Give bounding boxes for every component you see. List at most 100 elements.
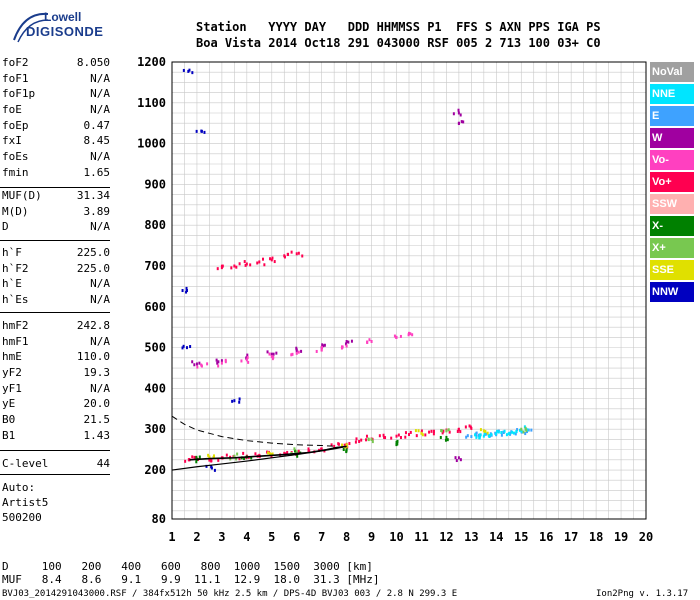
data-point (526, 428, 529, 432)
data-point (221, 264, 224, 268)
data-point (358, 439, 361, 443)
x-tick-label: 7 (318, 530, 325, 544)
data-point (323, 343, 326, 347)
data-point (342, 448, 345, 452)
data-point (245, 262, 248, 266)
data-point (203, 130, 206, 134)
data-point (484, 429, 487, 433)
data-point (411, 333, 414, 337)
data-point (420, 431, 423, 435)
data-point (459, 113, 462, 117)
data-point (337, 442, 340, 446)
data-point (452, 112, 455, 116)
data-point (502, 430, 505, 434)
x-tick-label: 6 (293, 530, 300, 544)
data-point (468, 424, 471, 428)
param-row: C-level 44 (2, 456, 110, 472)
data-point (524, 432, 527, 436)
y-tick-label: 900 (144, 177, 166, 191)
data-point (195, 362, 198, 366)
data-point (466, 434, 469, 438)
data-point (488, 434, 491, 438)
data-point (315, 349, 318, 353)
data-point (454, 456, 457, 460)
param-value: 110.0 (76, 350, 110, 364)
y-tick-label: 700 (144, 259, 166, 273)
data-point (365, 434, 368, 438)
param-row: hmF1 N/A (2, 334, 110, 350)
data-point (442, 429, 445, 433)
legend-item: Vo- (650, 150, 694, 170)
data-point (187, 458, 190, 462)
data-point (399, 334, 402, 338)
data-point (457, 111, 460, 115)
param-label: hmE (2, 350, 22, 364)
legend-item: X+ (650, 238, 694, 258)
data-point (464, 425, 467, 429)
param-value: 0.47 (83, 118, 111, 132)
data-point (268, 352, 271, 356)
data-point (270, 258, 273, 262)
data-point (198, 455, 201, 459)
data-point (205, 464, 208, 468)
legend: NoVal NNE E W Vo- Vo+ SSW X- X+ SSE NNW (650, 62, 694, 304)
header-row-labels: Station YYYY DAY DDD HHMMSS P1 FFS S AXN… (196, 20, 601, 34)
plot-frame (171, 61, 647, 520)
data-point (220, 359, 223, 363)
data-point (233, 454, 236, 458)
y-tick-label: 600 (144, 300, 166, 314)
data-point (238, 457, 241, 461)
data-point (270, 352, 273, 356)
auto-artist: Artist5 (2, 496, 49, 509)
x-tick-label: 11 (414, 530, 428, 544)
data-point (457, 456, 460, 460)
data-point (370, 340, 373, 344)
legend-item: X- (650, 216, 694, 236)
param-value: N/A (90, 103, 110, 117)
data-point (235, 265, 238, 269)
data-point (291, 352, 294, 356)
data-point (457, 122, 460, 126)
data-point (247, 360, 250, 364)
data-point (345, 444, 348, 448)
param-label: B1 (2, 428, 16, 442)
data-point (188, 68, 191, 72)
data-point (354, 440, 357, 444)
data-point (275, 351, 278, 355)
data-point (511, 430, 514, 434)
param-row: foF1 N/A (2, 71, 110, 87)
data-point (522, 430, 525, 434)
data-point (270, 355, 273, 359)
data-point (446, 438, 449, 442)
data-point (409, 332, 412, 336)
data-point (470, 435, 473, 439)
file-info: BVJ03_2014291043000.RSF / 384fx512h 50 k… (2, 589, 458, 599)
data-point (243, 456, 246, 460)
auto-label: Auto: (2, 481, 36, 494)
param-divider (0, 450, 110, 451)
param-row: foF1p N/A (2, 86, 110, 102)
data-point (236, 452, 239, 456)
x-tick-label: 4 (243, 530, 250, 544)
data-point (301, 254, 304, 258)
param-value: N/A (90, 334, 110, 348)
x-tick-label: 17 (564, 530, 578, 544)
param-row: h`F 225.0 (2, 245, 110, 261)
data-point (395, 434, 398, 438)
data-point (225, 453, 228, 457)
data-point (479, 428, 482, 432)
x-tick-label: 19 (614, 530, 628, 544)
param-label: B0 (2, 413, 16, 427)
data-point (233, 399, 236, 403)
data-point (181, 289, 184, 293)
data-point (455, 459, 458, 463)
param-row: foF2 8.050 (2, 55, 110, 71)
param-value: 242.8 (76, 319, 110, 332)
data-point (191, 455, 194, 459)
data-point (497, 430, 500, 434)
data-point (263, 263, 266, 267)
param-row: foEp 0.47 (2, 118, 110, 134)
data-point (212, 455, 215, 459)
data-point (495, 432, 498, 436)
data-point (217, 364, 220, 368)
